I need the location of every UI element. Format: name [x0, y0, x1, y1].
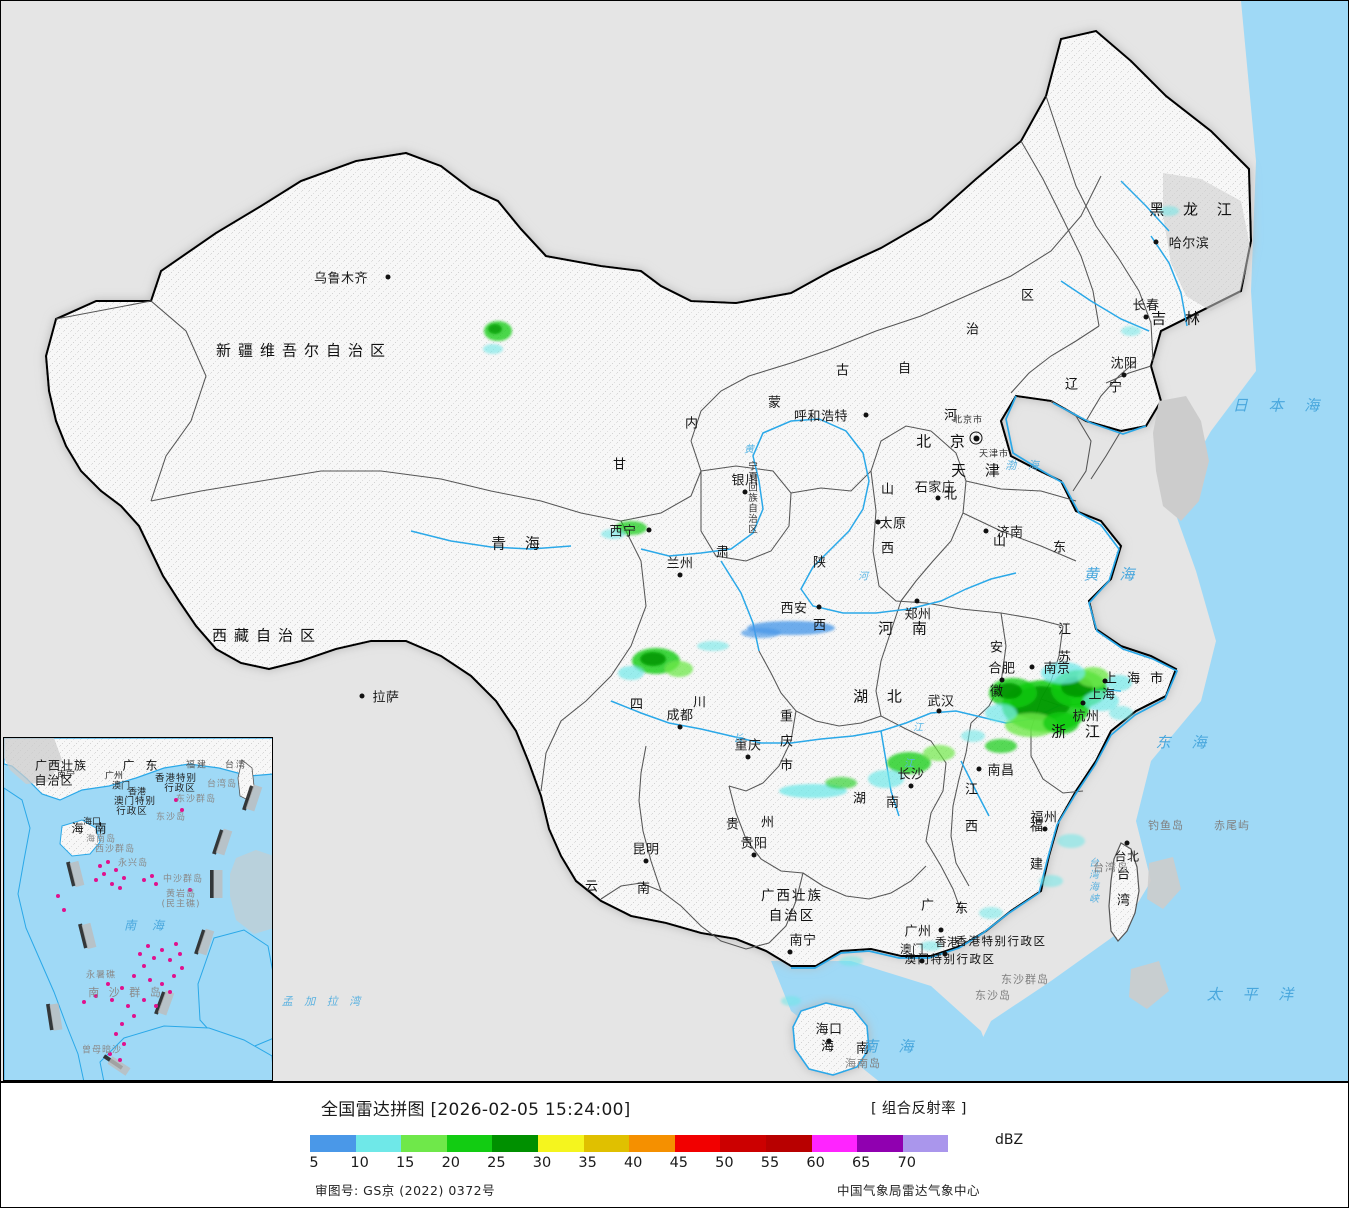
city-dot-changsha: [908, 783, 914, 789]
taiwan-island: [1108, 842, 1140, 942]
colorbar-tick-45: 45: [669, 1155, 689, 1171]
colorbar-tick-5: 5: [309, 1155, 319, 1171]
colorbar-swatch-55[interactable]: [765, 1135, 812, 1152]
city-dot-chengdu: [677, 724, 683, 730]
city-dot-shijiazhuang: [935, 495, 941, 501]
colorbar-tick-65: 65: [851, 1155, 871, 1171]
echo-sichuan: [618, 648, 693, 680]
echo-coastal-clutter: [781, 206, 1179, 1006]
echo-guizhou: [779, 777, 857, 798]
colorbar-tick-70: 70: [897, 1155, 917, 1171]
city-dot-hefei: [999, 677, 1005, 683]
national-radar-map[interactable]: 新疆维吾尔自治区 西藏自治区 青 海 甘 肃 内 蒙 古 自 治 区 宁夏回族自…: [0, 0, 1349, 1082]
echo-zhejiang-shanghai: [985, 662, 1133, 737]
capital-marker-beijing: [969, 431, 983, 445]
colorbar-swatch-50[interactable]: [720, 1135, 766, 1152]
china-landmass: [44, 29, 1253, 968]
colorbar-tick-50: 50: [715, 1155, 734, 1171]
south-china-sea-inset[interactable]: 广西壮族 自治区广东福建 台湾 南宁 广州 澳门 香港 香港特别 行政区 澳门特别 行政区 台湾岛 东沙…: [3, 737, 273, 1081]
colorbar-swatch-25[interactable]: [492, 1135, 538, 1152]
colorbar-unit-label: dBZ: [995, 1132, 1024, 1148]
city-dot-macau: [919, 958, 925, 964]
colorbar-tick-40: 40: [623, 1155, 643, 1171]
city-dot-nanning: [787, 949, 793, 955]
colorbar-tick-35: 35: [578, 1155, 597, 1171]
city-dot-wuhan: [936, 708, 942, 714]
city-dot-nanjing: [1029, 664, 1035, 670]
colorbar-swatch-40[interactable]: [629, 1135, 675, 1152]
colorbar-swatch-5[interactable]: [310, 1135, 356, 1152]
city-dot-yinchuan: [742, 489, 748, 495]
colorbar-tick-25: 25: [487, 1155, 506, 1171]
approval-number: 审图号: GS京 (2022) 0372号: [315, 1183, 496, 1198]
echo-hunan-jiangxi: [868, 730, 1017, 788]
city-dot-shanghai: [1102, 678, 1108, 684]
city-dot-hangzhou: [1080, 700, 1086, 706]
echo-weihe: [697, 621, 835, 651]
city-dot-taiyuan: [875, 519, 881, 525]
colorbar-swatch-35[interactable]: [583, 1135, 630, 1152]
colorbar-swatch-45[interactable]: [674, 1135, 721, 1152]
colorbar-tick-layer: 5 10 15 20 25 30 35 40 45 50 55 60 65 70: [309, 1155, 1010, 1175]
city-dot-urumqi: [385, 274, 391, 280]
city-dot-nanchang: [976, 766, 982, 772]
city-dot-jinan: [983, 528, 989, 534]
legend-mode-label: [ 组合反射率 ]: [871, 1101, 967, 1117]
coastline: [791, 395, 1179, 969]
colorbar-swatch-10[interactable]: [355, 1135, 402, 1152]
colorbar-tick-60: 60: [806, 1155, 825, 1171]
echo-qinghai: [601, 521, 647, 539]
city-dot-guangzhou: [938, 927, 944, 933]
neighbor-lands: [1129, 173, 1251, 1009]
city-dot-harbin: [1153, 239, 1159, 245]
city-dot-hongkong: [942, 951, 948, 957]
colorbar-swatch-65[interactable]: [857, 1135, 903, 1152]
reef-dots: [56, 798, 192, 1062]
city-dot-fuzhou: [1042, 826, 1048, 832]
colorbar-tick-30: 30: [532, 1155, 552, 1171]
colorbar-tick-20: 20: [441, 1155, 461, 1171]
city-dot-chongqing: [745, 754, 751, 760]
city-dot-zhengzhou: [914, 598, 920, 604]
colorbar-swatch-15[interactable]: [401, 1135, 447, 1152]
city-dot-taipei: [1124, 840, 1130, 846]
city-dot-changchun: [1143, 314, 1149, 320]
organization-name: 中国气象局雷达气象中心: [837, 1183, 981, 1198]
colorbar-swatch-60[interactable]: [811, 1135, 858, 1152]
city-dot-hohhot: [863, 412, 869, 418]
inset-geometry: [4, 738, 272, 1080]
colorbar-tick-55: 55: [760, 1155, 780, 1171]
dbz-colorbar[interactable]: [310, 1135, 994, 1152]
city-dot-shenyang: [1121, 372, 1127, 378]
legend-title: 全国雷达拼图 [2026-02-05 15:24:00]: [321, 1100, 631, 1120]
city-dot-xining: [646, 527, 652, 533]
city-dot-kunming: [643, 858, 649, 864]
colorbar-tick-15: 15: [395, 1155, 415, 1171]
city-dot-haikou: [826, 1038, 832, 1044]
city-dot-lhasa: [359, 693, 365, 699]
city-dot-guiyang: [751, 852, 757, 858]
city-dot-lanzhou: [677, 572, 683, 578]
echo-xinjiang: [483, 321, 512, 354]
radar-echo-layer: [483, 206, 1179, 1006]
ocean-areas: [771, 1, 1348, 1081]
colorbar-tick-10: 10: [350, 1155, 369, 1171]
city-dot-xian: [816, 604, 822, 610]
colorbar-swatch-30[interactable]: [537, 1135, 584, 1152]
colorbar-swatch-20[interactable]: [446, 1135, 493, 1152]
colorbar-swatch-70[interactable]: [902, 1135, 949, 1152]
